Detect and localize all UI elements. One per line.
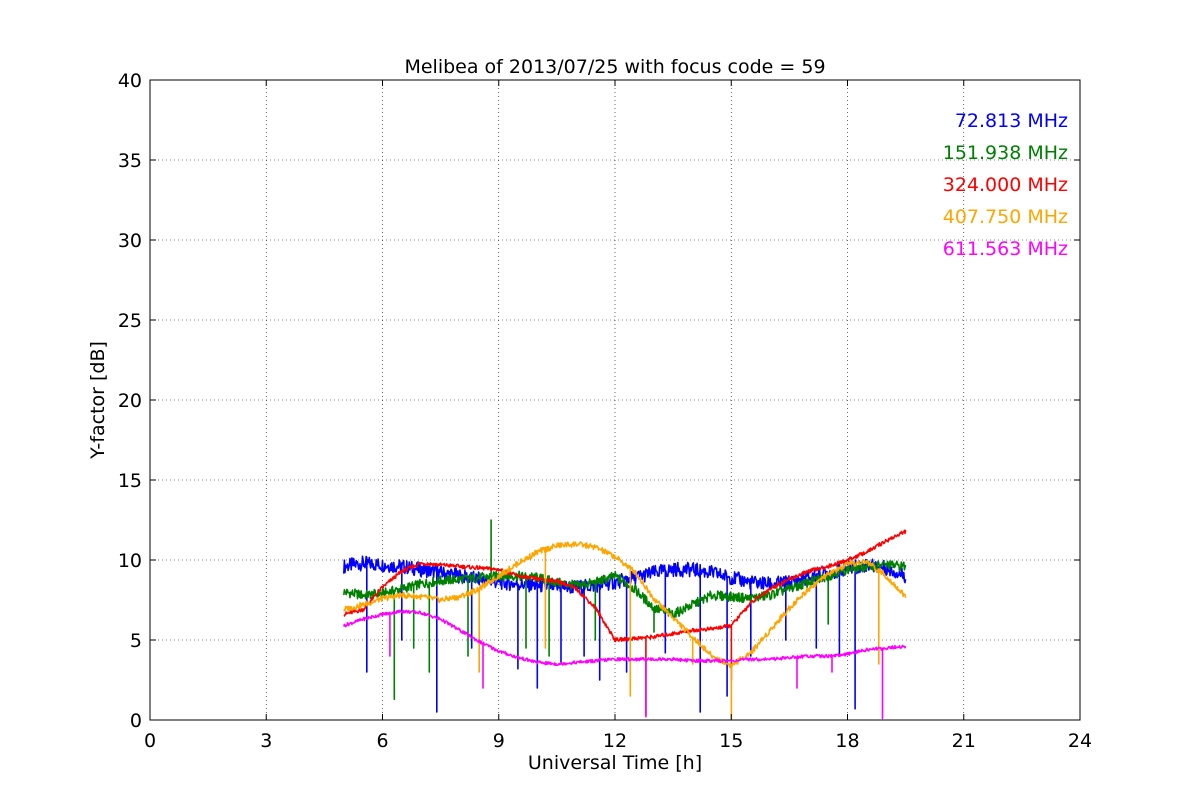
x-tick-label: 6 <box>376 730 388 752</box>
x-tick-label: 15 <box>719 730 743 752</box>
y-tick-label: 25 <box>118 310 142 332</box>
legend-entry: 611.563 MHz <box>943 238 1068 260</box>
x-axis-label: Universal Time [h] <box>528 752 702 774</box>
y-tick-label: 20 <box>118 390 142 412</box>
legend-entry: 407.750 MHz <box>943 206 1068 228</box>
chart-title: Melibea of 2013/07/25 with focus code = … <box>404 56 825 78</box>
x-tick-label: 12 <box>603 730 627 752</box>
legend-entry: 151.938 MHz <box>943 142 1068 164</box>
y-tick-label: 10 <box>118 550 142 572</box>
x-tick-label: 3 <box>260 730 272 752</box>
legend: 72.813 MHz 151.938 MHz 324.000 MHz 407.750 … <box>943 110 1068 260</box>
y-axis-label: Y-factor [dB] <box>87 341 109 460</box>
series-line <box>343 609 907 720</box>
series-line <box>343 541 907 720</box>
legend-entry: 72.813 MHz <box>955 110 1068 132</box>
y-tick-label: 40 <box>118 70 142 92</box>
series-layer <box>343 519 907 720</box>
x-tick-label: 21 <box>952 730 976 752</box>
y-tick-label: 15 <box>118 470 142 492</box>
axis-ticks: 0 3 6 9 12 15 18 21 24 0 5 10 15 20 25 30 35 40 <box>118 70 1092 752</box>
y-tick-label: 35 <box>118 150 142 172</box>
series-line <box>343 529 907 716</box>
legend-entry: 324.000 MHz <box>943 174 1068 196</box>
x-tick-label: 18 <box>835 730 859 752</box>
x-tick-label: 0 <box>144 730 156 752</box>
x-tick-label: 24 <box>1068 730 1092 752</box>
y-tick-label: 0 <box>130 710 142 732</box>
series-line <box>343 519 907 700</box>
y-tick-label: 5 <box>130 630 142 652</box>
y-tick-label: 30 <box>118 230 142 252</box>
x-tick-label: 9 <box>493 730 505 752</box>
